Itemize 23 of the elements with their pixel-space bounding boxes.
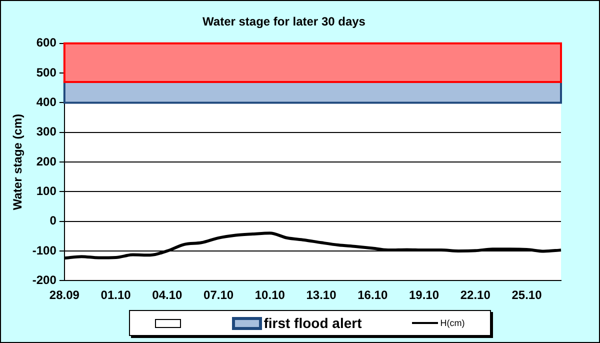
chart-title: Water stage for later 30 days — [202, 14, 366, 29]
x-tick-label: 16.10 — [358, 288, 388, 302]
x-tick-label: 07.10 — [204, 288, 234, 302]
x-tick-label: 19.10 — [408, 288, 440, 302]
y-axis-title: Water stage (cm) — [10, 114, 25, 210]
y-tick-label: 0 — [50, 214, 57, 228]
x-tick-label: 25.10 — [512, 288, 542, 302]
x-tick-label: 13.10 — [306, 288, 337, 302]
x-tick-label: 10.10 — [254, 288, 286, 302]
x-tick-label: 28.09 — [49, 288, 80, 302]
x-tick-label: 01.10 — [100, 288, 132, 302]
x-tick-label: 22.10 — [460, 288, 491, 302]
y-tick-label: 500 — [36, 65, 57, 80]
y-tick-label: 300 — [36, 124, 57, 139]
y-tick-label: 200 — [36, 154, 57, 168]
y-tick-label: 400 — [36, 95, 57, 110]
legend-label: first flood alert — [264, 315, 362, 331]
x-tick-label: 04.10 — [152, 288, 182, 302]
legend-label: H(cm) — [440, 318, 465, 328]
y-tick-label: -100 — [32, 243, 57, 258]
y-tick-label: -200 — [32, 272, 57, 287]
y-tick-label: 600 — [36, 36, 57, 50]
y-tick-label: 100 — [36, 184, 57, 198]
